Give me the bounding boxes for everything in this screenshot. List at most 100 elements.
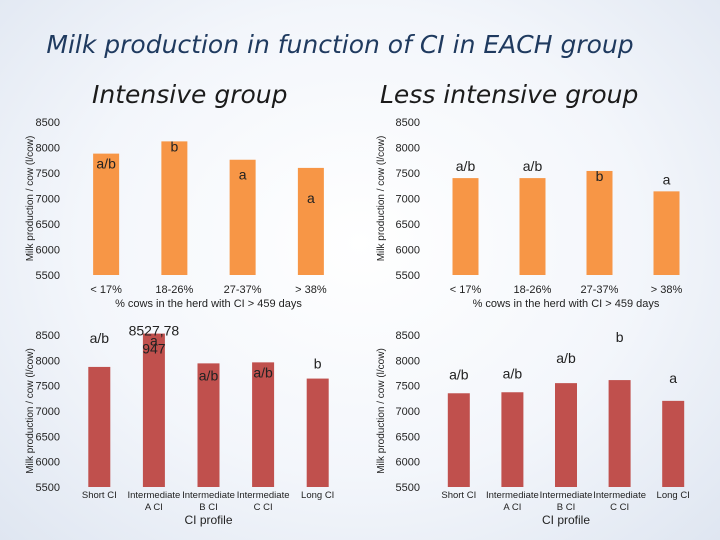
significance-letter: a/b [253,364,273,380]
x-tick-label: 18-26% [155,284,193,296]
x-tick-label-sub: A CI [503,502,521,513]
x-tick-label: Intermediate [486,490,539,501]
y-tick-label: 5500 [396,270,420,282]
x-tick-label-sub: B CI [199,502,217,513]
significance-letter: a/b [523,158,543,174]
y-tick-label: 7500 [36,168,60,180]
y-tick-label: 8500 [396,330,420,342]
y-tick-label: 7500 [36,381,60,393]
bar [555,383,577,487]
data-label: 947 [142,341,166,357]
significance-letter: a/b [449,366,469,382]
y-tick-label: 6500 [396,431,420,443]
bar [608,380,631,487]
y-tick-label: 7000 [396,194,420,206]
significance-letter: b [616,329,624,345]
x-tick-label: Intermediate [593,490,646,501]
x-tick-label-sub: B CI [557,502,575,513]
x-axis-label: CI profile [184,513,232,527]
bar [229,159,256,275]
bar [501,392,524,487]
x-tick-label: < 17% [450,284,482,296]
x-axis-label: CI profile [542,513,590,527]
y-axis-label: Milk production / cow (l/cow) [376,348,387,474]
y-axis-label: Milk production / cow (l/cow) [376,136,387,262]
y-tick-label: 7000 [36,406,60,418]
y-tick-label: 6500 [396,219,420,231]
x-tick-label: Intermediate [127,490,180,501]
significance-letter: a/b [96,156,116,172]
x-tick-label: Long CI [301,490,334,501]
x-tick-label: 18-26% [514,284,552,296]
x-tick-label: Intermediate [540,490,593,501]
y-tick-label: 8000 [36,355,60,367]
less-intensive-profile-chart: 5500 6000 6500 7000 7500 8000 8500 Milk product… [376,329,690,527]
y-tick-label: 6000 [396,245,420,257]
y-tick-label: 8000 [396,143,420,155]
bar [197,363,220,487]
y-tick-label: 6000 [36,457,60,469]
y-tick-label: 7000 [396,406,420,418]
less-intensive-herd-chart: 5500 6000 6500 7000 7500 8000 8500 Milk product… [376,117,683,310]
x-tick-label: Long CI [657,490,690,501]
bar [142,333,165,487]
x-tick-label: 27-37% [224,284,262,296]
y-tick-label: 8500 [36,117,60,129]
bar [252,362,275,487]
significance-letter: a/b [503,365,523,381]
significance-letter: b [314,356,322,372]
x-tick-label: > 38% [651,284,683,296]
x-axis-label: % cows in the herd with CI > 459 days [473,298,660,310]
y-tick-label: 8500 [36,330,60,342]
bar [88,366,111,487]
y-axis-label: Milk production / cow (l/cow) [25,136,36,262]
x-tick-label-sub: C CI [610,502,629,513]
significance-letter: a [669,370,677,386]
significance-letter: a/b [199,367,219,383]
significance-letter: b [596,168,604,184]
y-tick-label: 8500 [396,117,420,129]
significance-letter: a [663,171,671,187]
bar [161,141,188,275]
y-tick-label: 8000 [396,355,420,367]
data-label: 8527,78 [129,323,180,339]
less-intensive-group-title: Less intensive group [380,80,639,109]
y-tick-label: 6000 [36,245,60,257]
y-tick-label: 5500 [36,482,60,494]
y-tick-label: 6500 [36,219,60,231]
y-tick-label: 6500 [36,431,60,443]
x-axis-label: % cows in the herd with CI > 459 days [115,298,302,310]
y-tick-label: 6000 [396,457,420,469]
y-tick-label: 8000 [36,143,60,155]
x-tick-label: 27-37% [581,284,619,296]
y-tick-label: 7500 [396,381,420,393]
bar [93,153,120,275]
x-tick-label: Intermediate [182,490,235,501]
bar [519,178,546,275]
bar [662,400,685,487]
bar [452,178,479,275]
y-tick-label: 7000 [36,194,60,206]
y-tick-label: 7500 [396,168,420,180]
bar [306,378,329,487]
x-tick-label: < 17% [90,284,122,296]
significance-letter: b [170,138,178,154]
significance-letter: a/b [90,330,110,346]
significance-letter: a [239,167,247,183]
significance-letter: a [307,190,315,206]
x-tick-label-sub: C CI [254,502,273,513]
x-tick-label: Intermediate [237,490,290,501]
y-tick-label: 5500 [396,482,420,494]
bar [586,170,613,275]
significance-letter: a/b [456,158,476,174]
y-axis-label: Milk production / cow (l/cow) [25,348,36,474]
significance-letter: a/b [556,350,576,366]
bar [447,393,470,487]
x-tick-label: > 38% [295,284,327,296]
x-tick-label: Short CI [441,490,476,501]
x-tick-label: Short CI [82,490,117,501]
y-tick-label: 5500 [36,270,60,282]
x-tick-label-sub: A CI [145,502,163,513]
